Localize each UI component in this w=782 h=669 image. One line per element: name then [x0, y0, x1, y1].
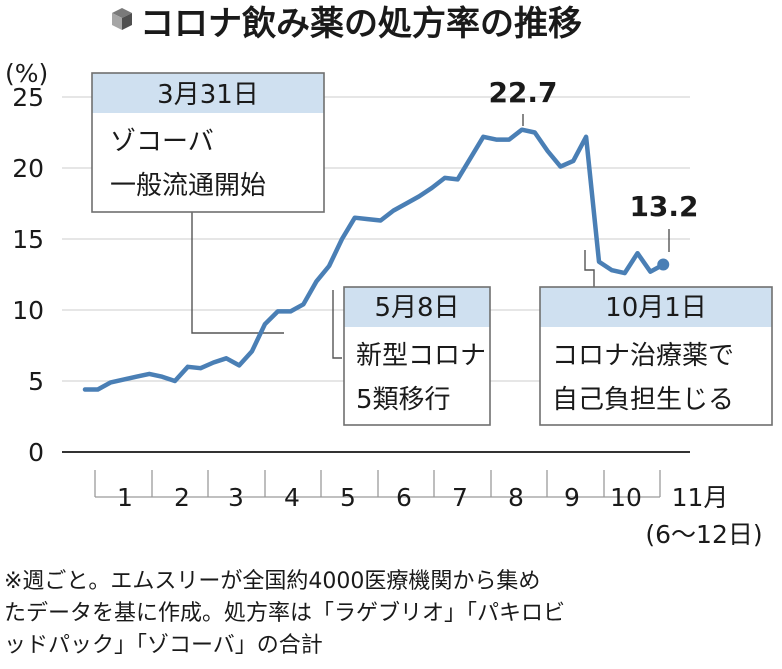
y-tick-label: 25 [12, 83, 44, 112]
x-tick-label: 4 [284, 483, 300, 512]
leader-mar31 [191, 212, 284, 334]
y-tick-label: 10 [12, 296, 44, 325]
annotation-line: 新型コロナ [356, 341, 486, 371]
annotation-header [540, 287, 772, 327]
y-axis-ticks: 0 5 10 15 20 25 [12, 83, 44, 467]
x-tick-label: 3 [228, 483, 244, 512]
y-unit-label: (%) [5, 59, 48, 88]
y-tick-label: 20 [12, 154, 44, 183]
y-tick-label: 15 [12, 225, 44, 254]
x-tick-label: 11月 [672, 483, 729, 512]
annotation-border [91, 72, 325, 213]
x-tick-label: 8 [508, 483, 524, 512]
leader-may8 [332, 290, 342, 359]
footnote-line: たデータを基に作成。処方率は「ラゲブリオ」「パキロビ [4, 601, 565, 626]
series-line [82, 127, 666, 392]
x-tick-label: 6 [396, 483, 412, 512]
x-tick-sublabel: (6〜12日) [645, 520, 762, 549]
x-tick-label: 5 [340, 483, 356, 512]
peak-value-label: 22.7 [488, 76, 557, 109]
annotation-line: 自己負担生じる [552, 385, 734, 415]
annotation-body [540, 327, 772, 425]
annotation-header [92, 73, 324, 113]
annotation-line: 5類移行 [356, 385, 451, 415]
annotation-header [344, 287, 490, 327]
annotation-box-may8: 5月8日 新型コロナ 5類移行 [343, 286, 491, 426]
annotation-date: 10月1日 [605, 293, 707, 323]
annotation-border [343, 286, 491, 426]
title-icon [112, 8, 132, 30]
annotation-line: 一般流通開始 [110, 171, 266, 201]
x-tick-label: 2 [174, 483, 190, 512]
x-tick-label: 9 [564, 483, 580, 512]
annotation-box-mar31: 3月31日 ゾコーバ 一般流通開始 [91, 72, 325, 213]
last-point-marker [657, 258, 670, 271]
annotation-date: 5月8日 [374, 293, 459, 323]
leader-oct1 [584, 250, 595, 288]
y-tick-label: 0 [28, 438, 44, 467]
annotation-border [539, 286, 773, 426]
x-axis: 1 2 3 4 5 6 7 8 9 10 11月 (6〜12日) [94, 470, 763, 549]
x-tick-label: 1 [117, 483, 133, 512]
y-tick-label: 5 [28, 367, 44, 396]
annotation-body [92, 113, 324, 212]
chart-title: コロナ飲み薬の処方率の推移 [140, 4, 582, 44]
last-value-label: 13.2 [629, 190, 698, 223]
footnote-line: ッドパック」「ゾコーバ」の合計 [4, 633, 323, 658]
annotation-leaders [191, 212, 595, 359]
footnote-line: ※週ごと。エムスリーが全国約4000医療機関から集め [4, 569, 540, 594]
x-tick-label: 7 [452, 483, 468, 512]
annotation-date: 3月31日 [157, 80, 259, 110]
annotation-line: コロナ治療薬で [552, 341, 734, 371]
annotation-box-oct1: 10月1日 コロナ治療薬で 自己負担生じる [539, 286, 773, 426]
annotation-body [344, 327, 490, 425]
x-tick-label: 10 [610, 483, 642, 512]
annotation-line: ゾコーバ [110, 127, 214, 157]
